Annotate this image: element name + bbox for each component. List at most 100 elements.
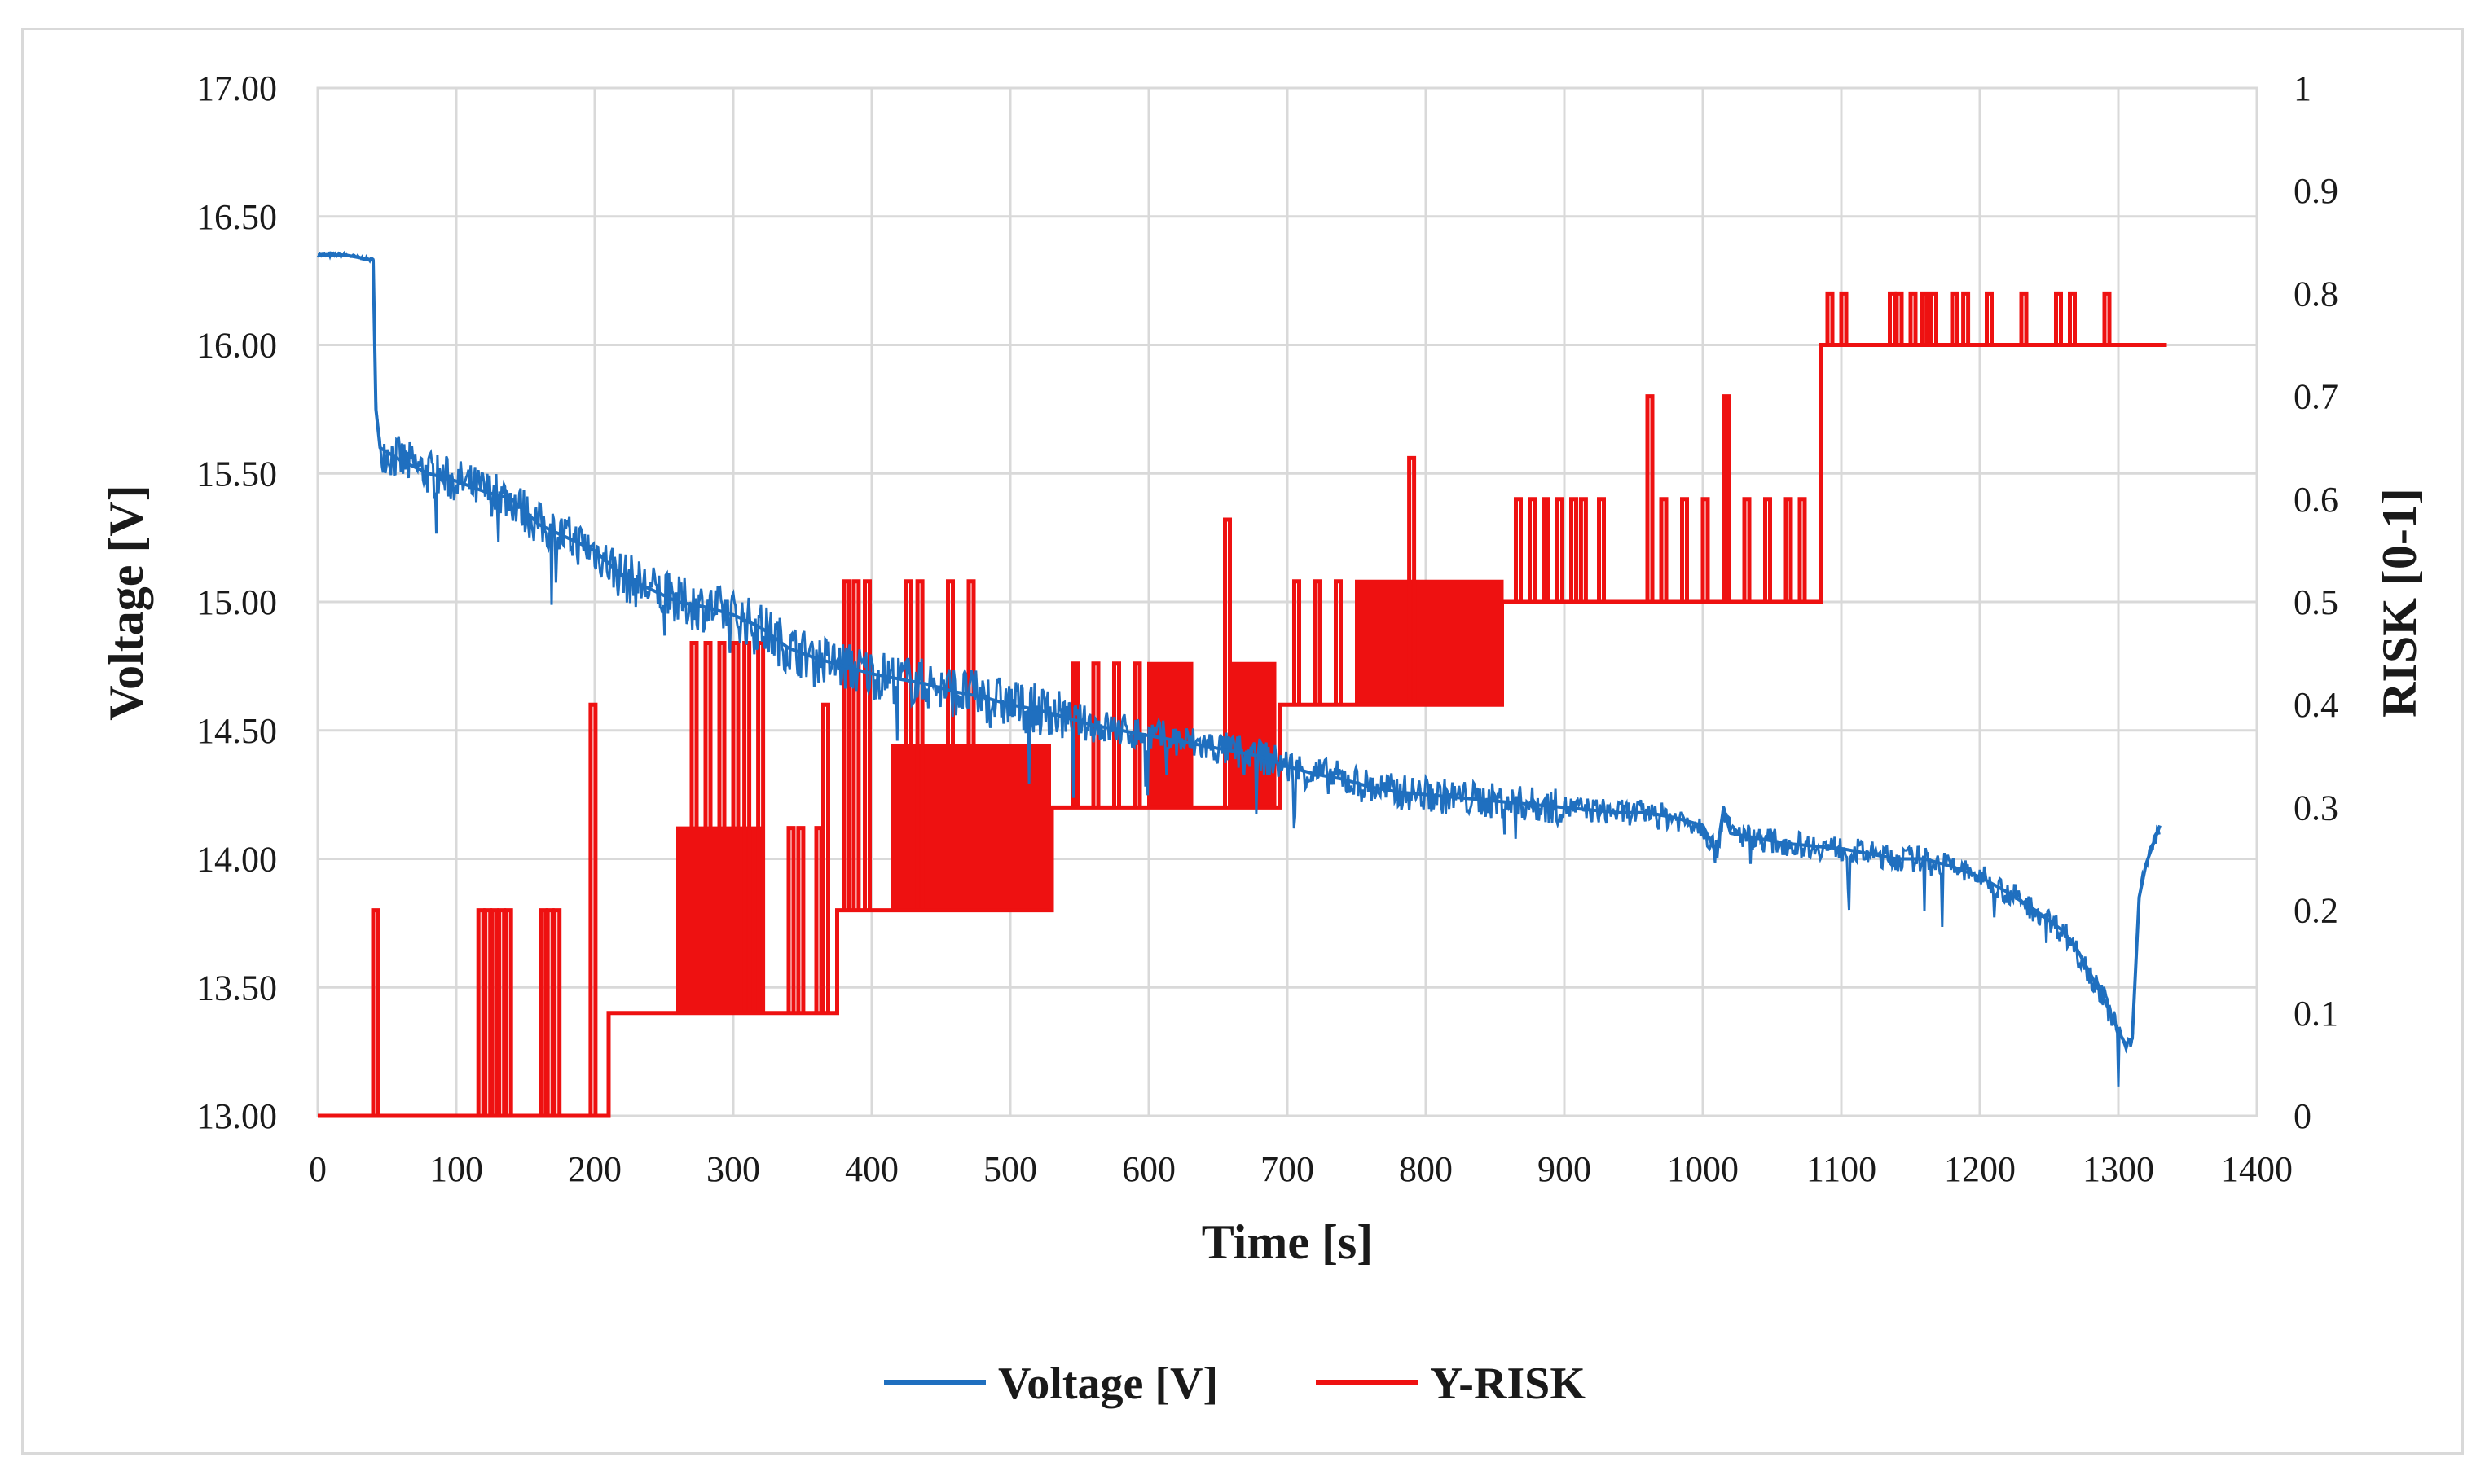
risk-spike xyxy=(1888,291,1897,345)
y2-axis-title: RISK [0-1] xyxy=(2373,488,2426,718)
risk-spike xyxy=(1569,497,1578,602)
risk-spike xyxy=(1645,394,1655,602)
risk-spike xyxy=(490,908,499,1116)
risk-spike xyxy=(2019,291,2029,345)
risk-spike xyxy=(1680,497,1689,602)
gridlines xyxy=(316,86,2258,1117)
y-tick-label: 16.00 xyxy=(196,326,277,366)
voltage-noise xyxy=(316,250,2161,1087)
risk-spike xyxy=(904,579,913,911)
risk-spike xyxy=(966,579,976,911)
y-tick-label: 15.50 xyxy=(196,454,277,494)
risk-spike xyxy=(2102,291,2112,345)
risk-spike xyxy=(1292,579,1301,705)
risk-dense-band xyxy=(1147,661,1194,808)
y2-tick-label: 0.8 xyxy=(2294,274,2338,314)
y2-tick-label: 0.3 xyxy=(2294,788,2338,828)
x-tick-label: 800 xyxy=(1399,1149,1453,1189)
risk-spike xyxy=(1542,497,1550,602)
risk-spike xyxy=(851,579,861,911)
risk-spike xyxy=(821,702,830,1013)
risk-spike xyxy=(539,908,548,1116)
risk-spike xyxy=(1313,579,1322,705)
risk-spike xyxy=(731,640,741,1013)
risk-spike xyxy=(1908,291,1918,345)
risk-spike xyxy=(1334,579,1343,705)
voltage-series-line xyxy=(318,253,2162,1046)
risk-spike xyxy=(545,908,555,1116)
y2-axis-ticks: 0 0.1 0.2 0.3 0.4 0.5 0.6 0.7 0.8 0.9 1 xyxy=(2294,68,2338,1136)
risk-spike xyxy=(476,908,486,1116)
x-tick-label: 300 xyxy=(706,1149,760,1189)
risk-spike xyxy=(497,908,507,1116)
risk-spike xyxy=(552,908,562,1116)
y-tick-label: 14.50 xyxy=(196,711,277,751)
y2-tick-label: 1 xyxy=(2294,68,2311,108)
risk-dense-band xyxy=(1355,579,1504,705)
risk-spike xyxy=(1223,517,1232,808)
risk-spike xyxy=(1894,291,1904,345)
x-tick-label: 1000 xyxy=(1667,1149,1739,1189)
risk-spike xyxy=(1578,497,1588,602)
risk-spike xyxy=(842,579,851,911)
risk-spike xyxy=(2068,291,2077,345)
x-tick-label: 1400 xyxy=(2221,1149,2293,1189)
x-tick-label: 400 xyxy=(845,1149,899,1189)
y2-tick-label: 0.9 xyxy=(2294,171,2338,211)
plot-area-border xyxy=(316,86,2258,1117)
y2-tick-label: 0.2 xyxy=(2294,891,2338,931)
risk-spikes xyxy=(371,291,2112,1116)
risk-spike xyxy=(1407,455,1417,705)
risk-spike xyxy=(588,702,598,1116)
risk-spike xyxy=(1961,291,1971,345)
risk-spike xyxy=(483,908,493,1116)
risk-spike xyxy=(1929,291,1938,345)
risk-spike xyxy=(1763,497,1772,602)
y2-tick-label: 0.1 xyxy=(2294,994,2338,1034)
y2-tick-label: 0.4 xyxy=(2294,685,2338,725)
y-tick-label: 16.50 xyxy=(196,197,277,237)
risk-spike xyxy=(915,579,925,911)
risk-spike xyxy=(1797,497,1807,602)
risk-spike xyxy=(1659,497,1669,602)
risk-spike xyxy=(1700,497,1710,602)
y2-tick-label: 0.6 xyxy=(2294,480,2338,520)
risk-spike xyxy=(703,640,713,1013)
risk-spike xyxy=(2054,291,2063,345)
x-tick-label: 1100 xyxy=(1806,1149,1876,1189)
risk-spike xyxy=(1920,291,1929,345)
x-tick-label: 200 xyxy=(568,1149,622,1189)
risk-spike xyxy=(1555,497,1564,602)
risk-spike xyxy=(1950,291,1959,345)
risk-spike xyxy=(717,640,727,1013)
risk-spike xyxy=(756,640,766,1013)
x-tick-label: 1200 xyxy=(1944,1149,2016,1189)
y2-tick-label: 0.5 xyxy=(2294,582,2338,622)
x-axis-ticks: 0 100 200 300 400 500 600 700 800 900 1000 1100 1200… xyxy=(309,1149,2293,1189)
y-axis-title: Voltage [V] xyxy=(99,485,153,720)
y-tick-label: 17.00 xyxy=(196,68,277,108)
risk-spike xyxy=(1514,497,1523,602)
risk-series-line xyxy=(318,343,2167,1118)
y-tick-label: 15.00 xyxy=(196,582,277,622)
risk-spike xyxy=(689,640,699,1013)
y-tick-label: 13.50 xyxy=(196,968,277,1008)
risk-spike xyxy=(1597,497,1606,602)
legend-voltage-label: Voltage [V] xyxy=(998,1359,1218,1409)
x-tick-label: 0 xyxy=(309,1149,327,1189)
y-axis-ticks: 13.00 13.50 14.00 14.50 15.00 15.50 16.00 16.50… xyxy=(196,68,277,1136)
risk-spike xyxy=(786,826,796,1013)
risk-spike xyxy=(1722,394,1731,602)
y2-tick-label: 0.7 xyxy=(2294,377,2338,417)
x-axis-title: Time [s] xyxy=(1202,1215,1374,1269)
risk-spike xyxy=(796,826,806,1013)
risk-spike xyxy=(1985,291,1994,345)
risk-spike xyxy=(1783,497,1793,602)
risk-spike xyxy=(814,826,824,1013)
x-tick-label: 100 xyxy=(429,1149,483,1189)
x-tick-label: 900 xyxy=(1537,1149,1591,1189)
risk-spike xyxy=(1742,497,1752,602)
legend: Voltage [V] Y-RISK xyxy=(884,1359,1586,1409)
y-tick-label: 13.00 xyxy=(196,1096,277,1136)
